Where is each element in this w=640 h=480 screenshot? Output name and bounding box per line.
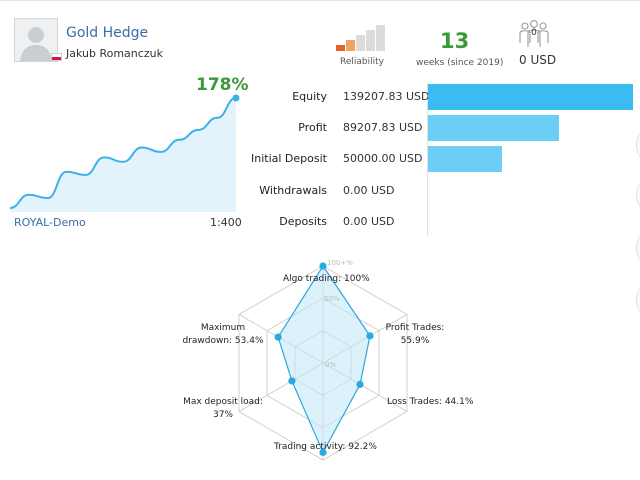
radar-label-max-drawdown: Maximum drawdown: 53.4%: [180, 322, 266, 348]
radar-label-max-deposit-load: Max deposit load: 37%: [180, 396, 266, 422]
radar-scale-100: 100+%: [327, 259, 353, 267]
leverage-value: 1:400: [210, 216, 242, 229]
profit-value: 89207.83 USD: [343, 121, 423, 134]
algo-trading-text: Algo trading: 100%: [283, 274, 370, 284]
subscription-price: 0 USD: [519, 53, 557, 67]
max-deposit-load-text: Max deposit load: 37%: [183, 397, 263, 420]
withdrawals-value: 0.00 USD: [343, 184, 395, 197]
radar-point-4: [319, 448, 327, 457]
loss-trades-text: Loss Trades: 44.1%: [387, 397, 474, 407]
reliability-bar-3: [356, 35, 365, 51]
growth-end-point: [232, 94, 240, 102]
reliability-bar-5: [376, 25, 385, 51]
radar-point-5: [288, 377, 296, 385]
profit-bar: [428, 115, 559, 141]
radar-scale-50: 50%: [324, 295, 340, 303]
weeks-value: 13: [440, 29, 470, 53]
growth-line: [9, 97, 237, 209]
reliability-label: Reliability: [340, 57, 384, 67]
subscribers-icon: [519, 20, 549, 47]
growth-area: [10, 98, 236, 212]
radar-point-3: [356, 380, 364, 388]
profit-trades-text: Profit Trades: 55.9%: [385, 323, 445, 346]
radar-value-polygon: [277, 264, 371, 454]
deposits-value: 0.00 USD: [343, 215, 395, 228]
equity-label: Equity: [292, 90, 327, 103]
initial-deposit-label: Initial Deposit: [251, 152, 327, 165]
radar-point-1: [319, 262, 327, 270]
radar-label-algo-trading: Algo trading: 100%: [283, 273, 370, 286]
author-name-link[interactable]: Jakub Romanczuk: [66, 47, 163, 60]
trading-activity-text: Trading activity: 92.2%: [274, 442, 377, 452]
max-drawdown-text: Maximum drawdown: 53.4%: [182, 323, 264, 346]
radar-scale-0: 0%: [325, 361, 337, 369]
reliability-bars-icon: [336, 25, 385, 51]
subscribers-count: 0: [531, 28, 537, 38]
signal-name-link[interactable]: Gold Hedge: [66, 25, 149, 41]
reliability-bar-1: [336, 45, 345, 51]
profit-label: Profit: [298, 121, 327, 134]
initial-deposit-value: 50000.00 USD: [343, 152, 423, 165]
radar-point-6: [274, 333, 282, 341]
reliability-bar-4: [366, 30, 375, 51]
radar-label-loss-trades: Loss Trades: 44.1%: [387, 396, 473, 409]
initial-deposit-bar: [428, 146, 502, 172]
weeks-label: weeks (since 2019): [416, 58, 504, 68]
poland-flag-icon: [51, 53, 62, 61]
stats-axis-line: [427, 82, 428, 236]
growth-percent: 178%: [196, 75, 249, 95]
growth-chart: [9, 94, 240, 212]
account-server-link[interactable]: ROYAL-Demo: [14, 216, 86, 229]
author-avatar-icon[interactable]: [14, 18, 58, 62]
radar-label-trading-activity: Trading activity: 92.2%: [274, 441, 377, 454]
top-divider: [0, 0, 640, 1]
equity-value: 139207.83 USD: [343, 90, 430, 103]
withdrawals-label: Withdrawals: [259, 184, 327, 197]
radar-point-2: [366, 332, 374, 340]
radar-label-profit-trades: Profit Trades: 55.9%: [385, 322, 445, 348]
equity-bar: [428, 84, 633, 110]
reliability-bar-2: [346, 40, 355, 51]
deposits-label: Deposits: [279, 215, 327, 228]
